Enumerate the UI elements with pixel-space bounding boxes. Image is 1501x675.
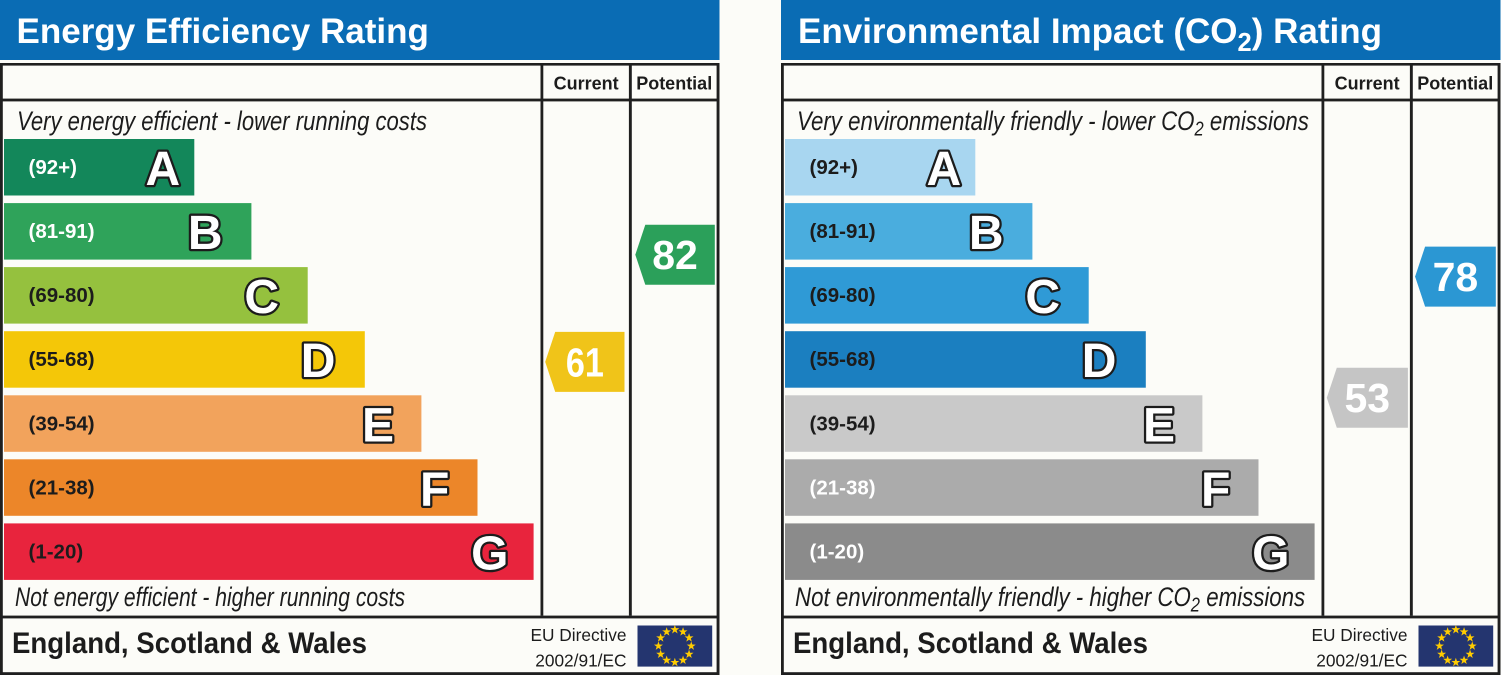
svg-text:2: 2 — [1190, 595, 1200, 617]
svg-text:(92+): (92+) — [29, 156, 77, 179]
svg-text:(69-80): (69-80) — [29, 284, 95, 307]
svg-text:Current: Current — [554, 74, 619, 94]
svg-text:England, Scotland & Wales: England, Scotland & Wales — [12, 627, 367, 660]
svg-text:B: B — [188, 207, 223, 260]
svg-text:Very energy efficient - lower: Very energy efficient - lower running co… — [17, 106, 427, 136]
svg-text:(92+): (92+) — [810, 156, 858, 179]
svg-text:(21-38): (21-38) — [810, 476, 876, 499]
svg-text:C: C — [244, 271, 279, 324]
svg-text:(39-54): (39-54) — [810, 412, 876, 435]
svg-text:E: E — [1143, 399, 1175, 452]
svg-text:F: F — [420, 463, 449, 516]
svg-text:(81-91): (81-91) — [810, 220, 876, 243]
svg-text:G: G — [1252, 527, 1289, 580]
svg-text:82: 82 — [652, 232, 698, 278]
svg-text:Energy Efficiency Rating: Energy Efficiency Rating — [17, 12, 429, 51]
svg-text:B: B — [969, 207, 1004, 260]
svg-text:A: A — [145, 143, 180, 196]
svg-text:Not energy efficient - higher: Not energy efficient - higher running co… — [15, 582, 405, 612]
svg-text:2002/91/EC: 2002/91/EC — [535, 651, 626, 671]
svg-text:(39-54): (39-54) — [29, 412, 95, 435]
svg-text:D: D — [1082, 335, 1117, 388]
svg-text:(21-38): (21-38) — [29, 476, 95, 499]
svg-text:Current: Current — [1335, 74, 1400, 94]
svg-text:EU Directive: EU Directive — [1311, 625, 1407, 645]
svg-text:78: 78 — [1433, 254, 1479, 300]
svg-text:Potential: Potential — [1417, 74, 1493, 94]
svg-text:E: E — [362, 399, 394, 452]
svg-text:(1-20): (1-20) — [29, 540, 84, 563]
svg-text:(55-68): (55-68) — [29, 348, 95, 371]
svg-text:C: C — [1025, 271, 1060, 324]
svg-text:Very environmentally friendly: Very environmentally friendly - lower CO — [797, 106, 1195, 136]
svg-text:EU Directive: EU Directive — [530, 625, 626, 645]
svg-text:2: 2 — [1194, 119, 1204, 141]
svg-text:61: 61 — [566, 339, 604, 385]
svg-text:53: 53 — [1344, 375, 1390, 421]
svg-text:Potential: Potential — [636, 74, 712, 94]
svg-text:emissions: emissions — [1210, 106, 1309, 136]
svg-text:(69-80): (69-80) — [810, 284, 876, 307]
svg-text:2002/91/EC: 2002/91/EC — [1316, 651, 1407, 671]
svg-text:emissions: emissions — [1206, 582, 1305, 612]
svg-text:Environmental Impact (CO2) Rat: Environmental Impact (CO2) Rating — [798, 12, 1382, 57]
svg-text:A: A — [926, 143, 961, 196]
svg-text:G: G — [471, 527, 508, 580]
svg-text:England, Scotland & Wales: England, Scotland & Wales — [793, 627, 1148, 660]
svg-text:(81-91): (81-91) — [29, 220, 95, 243]
svg-text:(55-68): (55-68) — [810, 348, 876, 371]
svg-text:Not environmentally friendly -: Not environmentally friendly - higher CO — [795, 582, 1191, 612]
svg-text:(1-20): (1-20) — [810, 540, 865, 563]
svg-text:F: F — [1201, 463, 1230, 516]
svg-text:D: D — [301, 335, 336, 388]
